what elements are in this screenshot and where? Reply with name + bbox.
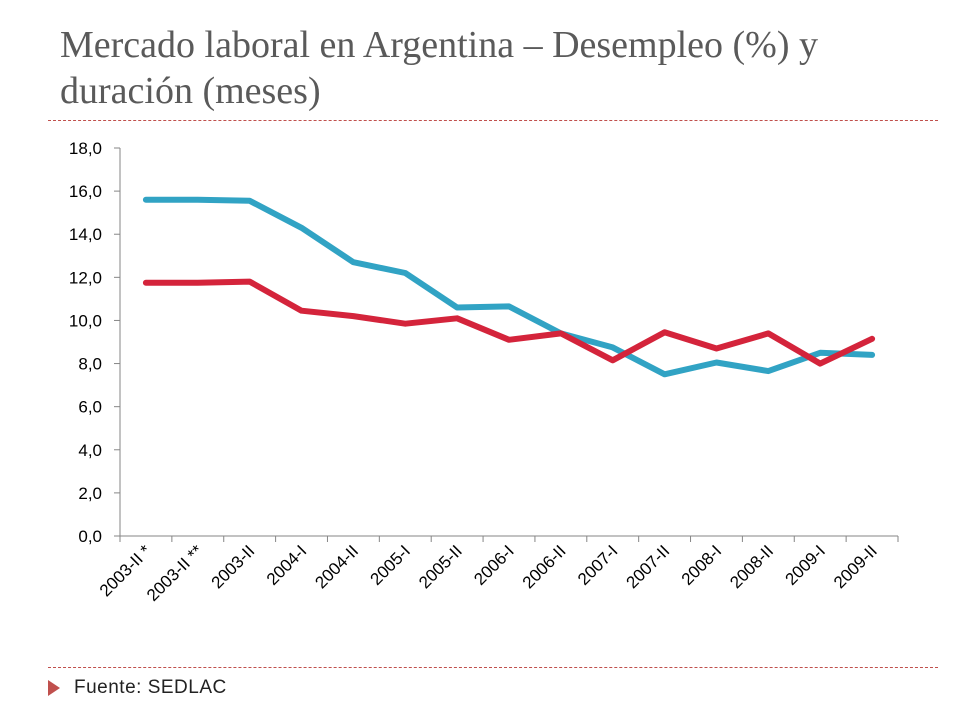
footer: Fuente: SEDLAC (48, 674, 227, 702)
x-tick-label: 2007-II (623, 541, 674, 592)
x-tick-label: 2006-II (519, 541, 570, 592)
series-line-1 (142, 196, 876, 378)
y-tick-label: 16,0 (69, 182, 102, 201)
title-divider (48, 120, 938, 121)
y-tick-label: 4,0 (78, 441, 102, 460)
y-tick-label: 0,0 (78, 527, 102, 546)
y-tick-label: 12,0 (69, 268, 102, 287)
x-tick-label: 2009-II (830, 541, 881, 592)
footer-divider (48, 667, 938, 668)
x-tick-label: 2008-I (678, 541, 726, 589)
chart-series (142, 196, 876, 378)
y-tick-label: 8,0 (78, 355, 102, 374)
x-tick-label: 2007-I (574, 541, 622, 589)
y-tick-label: 14,0 (69, 225, 102, 244)
x-tick-label: 2005-I (367, 541, 415, 589)
x-tick-label: 2005-II (415, 541, 466, 592)
x-tick-label: 2006-I (470, 541, 518, 589)
line-chart: 0,0 2,0 4,0 6,0 8,0 10,0 12,0 14,0 16,0 18,0 2003-… (69, 139, 899, 605)
y-tick-label: 2,0 (78, 484, 102, 503)
x-tick-label: 2004-I (263, 541, 311, 589)
slide-title: Mercado laboral en Argentina – Desempleo… (60, 24, 818, 112)
series-line-2 (142, 278, 876, 367)
x-tick-label: 2009-I (782, 541, 830, 589)
bullet-arrow-icon (48, 680, 60, 696)
x-tick-label: 2003-II (208, 541, 259, 592)
source-note: Fuente: SEDLAC (74, 677, 227, 698)
y-tick-label: 6,0 (78, 398, 102, 417)
x-tick-label: 2004-II (311, 541, 362, 592)
y-tick-label: 18,0 (69, 139, 102, 158)
y-tick-label: 10,0 (69, 311, 102, 330)
x-tick-label: 2008-II (726, 541, 777, 592)
x-tick-label: 2003-II ** (143, 541, 207, 605)
